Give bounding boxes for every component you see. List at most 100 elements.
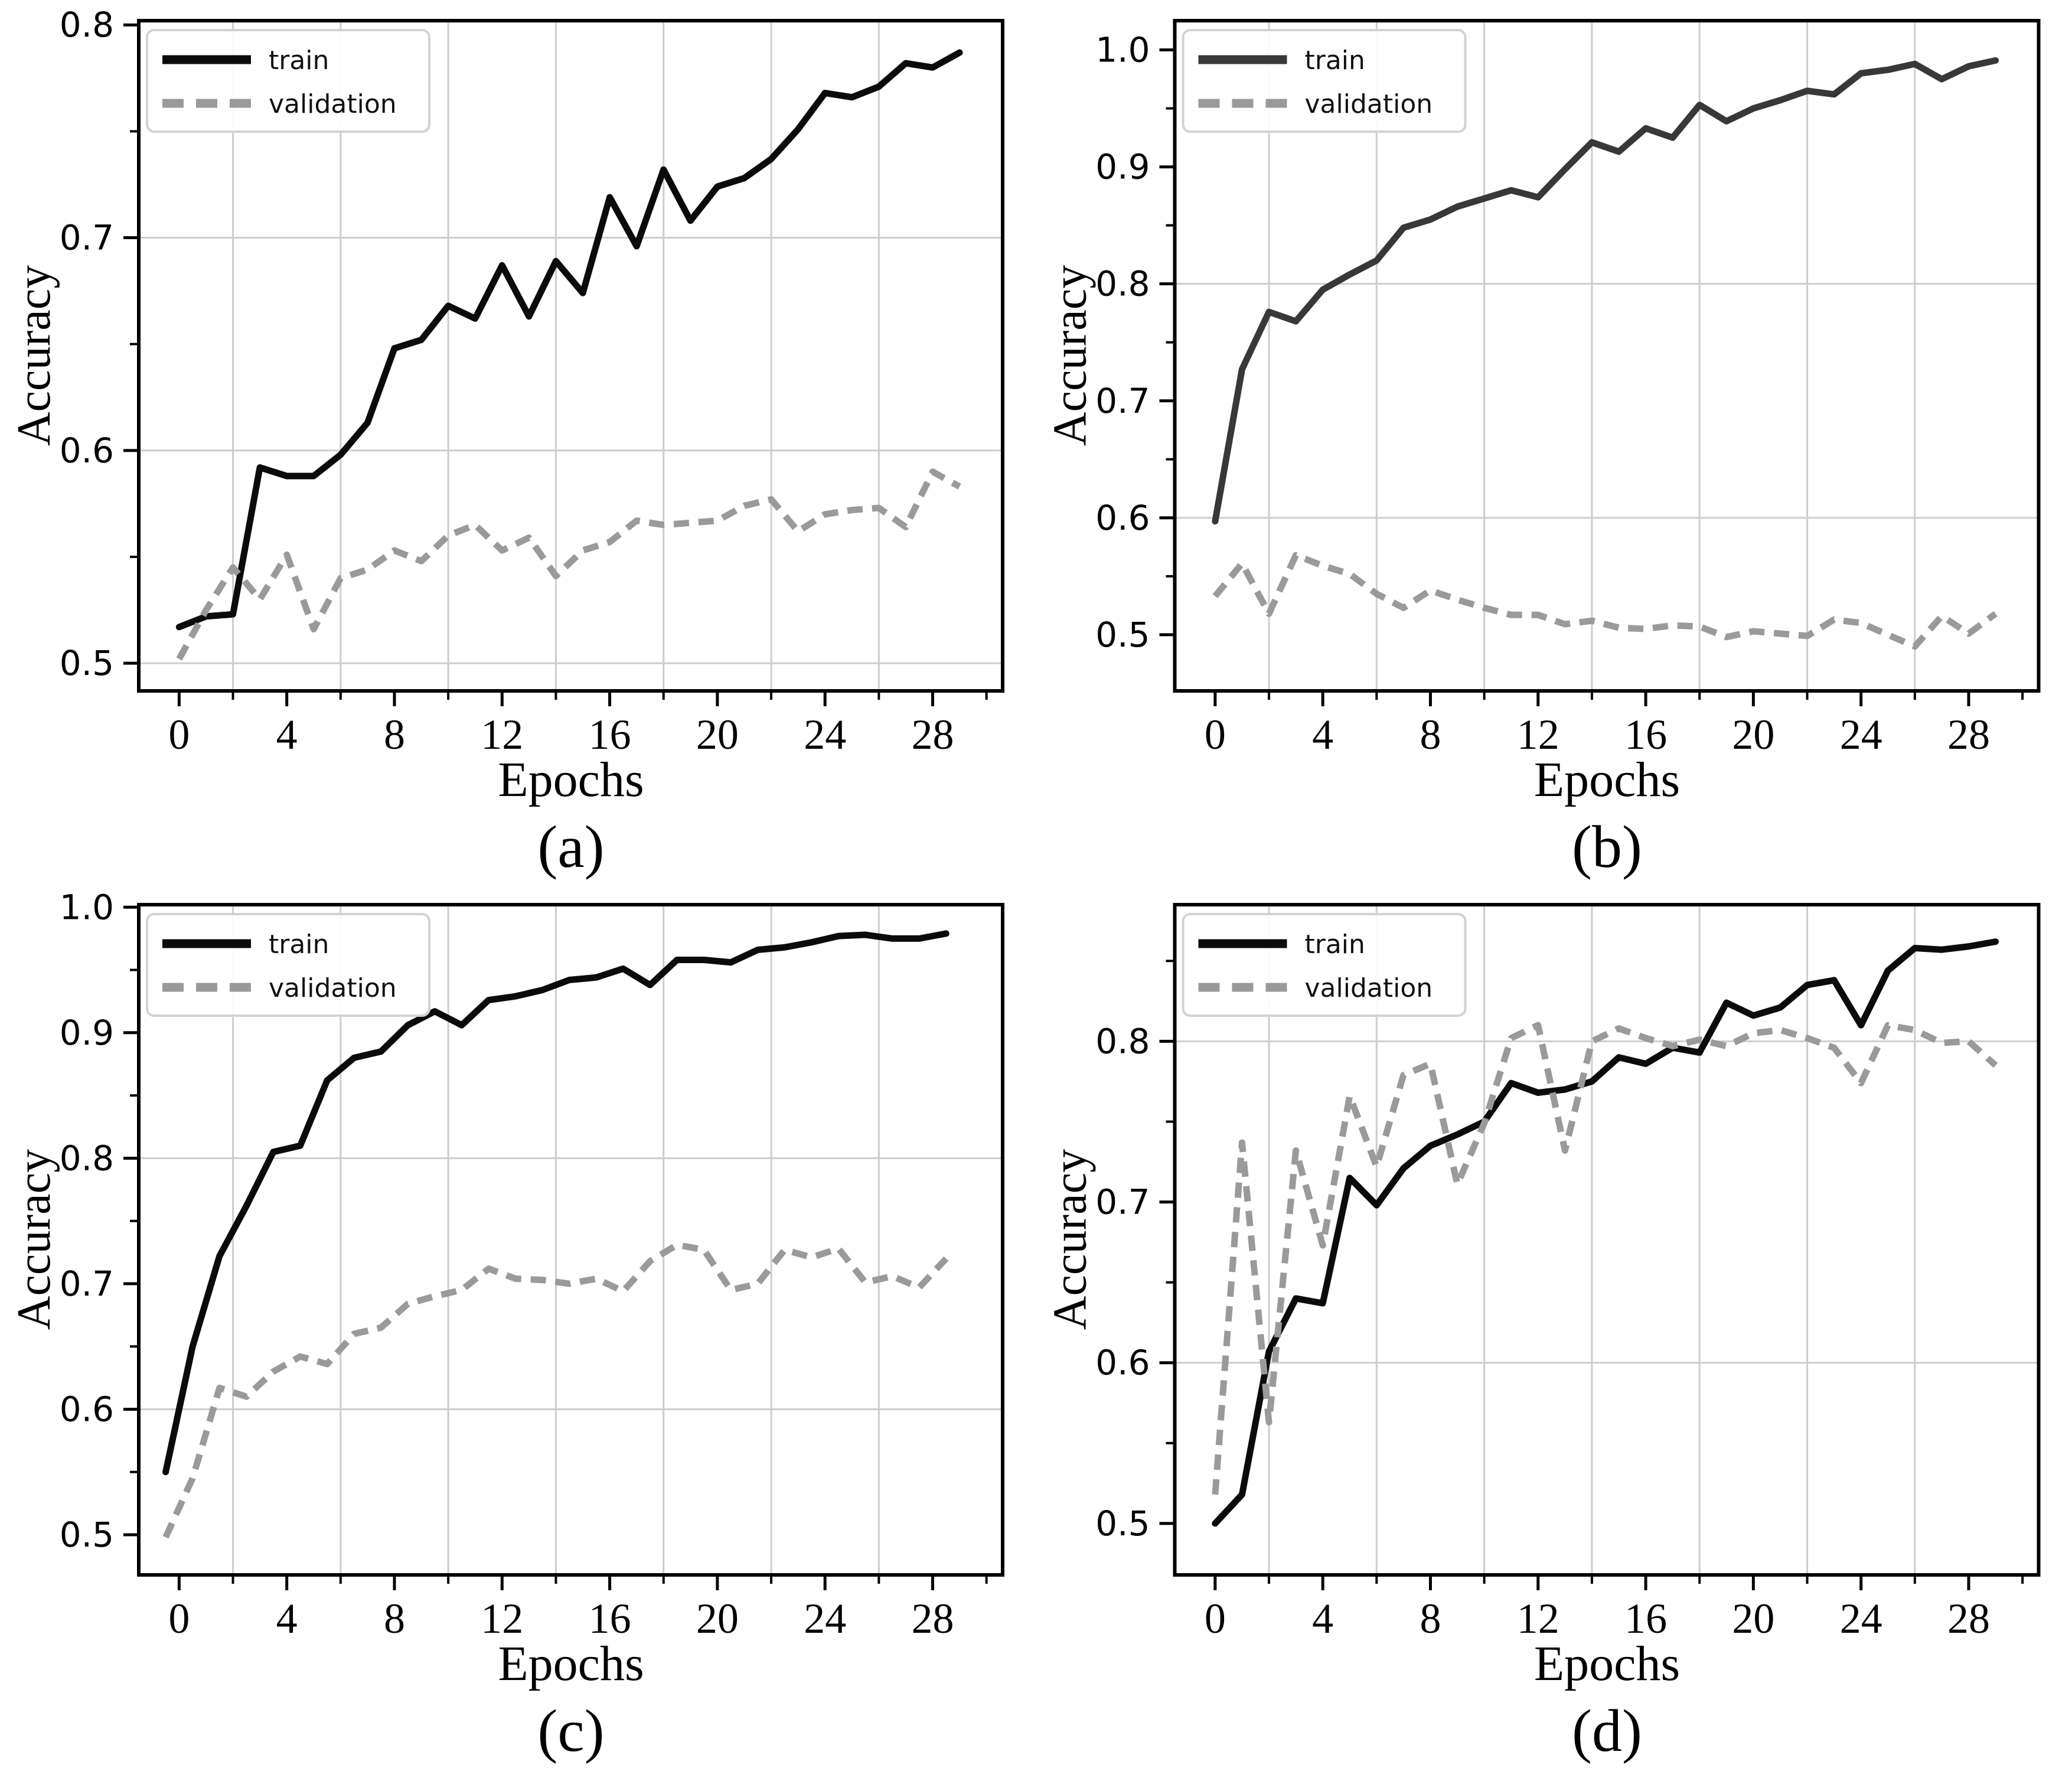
- x-tick-label: 8: [384, 1595, 405, 1642]
- y-tick-label: 0.5: [1095, 1503, 1150, 1544]
- x-axis: 0 4 8 12 16 20 24 28: [1205, 1575, 2024, 1642]
- legend: train validation: [1182, 29, 1467, 133]
- chart-d-ylabel: Accuracy: [1045, 1149, 1097, 1330]
- x-axis: 0 4 8 12 16 20 24 28: [168, 1575, 988, 1642]
- series-validation: [1212, 552, 1998, 650]
- x-tick-label: 0: [1205, 1595, 1226, 1642]
- y-tick-label: 0.6: [60, 430, 114, 471]
- plot-spines: [137, 19, 1004, 693]
- x-tick-label: 8: [1420, 711, 1441, 758]
- legend-label-validation: validation: [1305, 973, 1433, 1003]
- legend: train validation: [1182, 913, 1467, 1017]
- y-tick-label: 0.5: [60, 1515, 114, 1555]
- series-train: [175, 49, 963, 631]
- series-validation: [162, 1241, 949, 1539]
- chart-a: 0 4 8 12 16 20 24 28 0.5 0.6 0.7 0.8 train validation…: [8, 5, 1004, 880]
- x-tick-label: 12: [481, 1595, 523, 1642]
- legend-label-train: train: [269, 929, 329, 960]
- chart-b: 0 4 8 12 16 20 24 28 0.5 0.6 0.7 0.8 0.9 1.0 train vali…: [1045, 19, 2041, 880]
- x-tick-label: 8: [384, 711, 405, 758]
- x-tick-label: 20: [1732, 1595, 1774, 1642]
- chart-c: 0 4 8 12 16 20 24 28 0.5 0.6 0.7 0.8 0.9 1.0 train vali…: [8, 887, 1004, 1764]
- chart-d-caption: (d): [1572, 1698, 1642, 1764]
- y-axis: 0.5 0.6 0.7 0.8 0.9 1.0: [1095, 30, 1175, 655]
- x-tick-label: 8: [1420, 1595, 1441, 1642]
- x-tick-label: 28: [1947, 711, 1990, 758]
- subplot-b: 0 4 8 12 16 20 24 28 0.5 0.6 0.7 0.8 0.9 1.0 train vali…: [1036, 0, 2072, 884]
- y-axis: 0.5 0.6 0.7 0.8: [60, 5, 139, 683]
- chart-c-xlabel: Epochs: [498, 1636, 644, 1691]
- y-tick-label: 0.9: [1095, 147, 1150, 187]
- x-tick-label: 28: [1947, 1595, 1990, 1642]
- y-tick-label: 0.7: [60, 1264, 114, 1304]
- legend-label-train: train: [269, 45, 329, 76]
- x-tick-label: 4: [276, 1595, 298, 1642]
- chart-b-plot-layer: 0 4 8 12 16 20 24 28 0.5 0.6 0.7 0.8 0.9 1.0 train vali…: [1095, 19, 2041, 758]
- x-tick-label: 28: [912, 1595, 954, 1642]
- x-tick-label: 12: [1517, 711, 1559, 758]
- chart-d-xlabel: Epochs: [1534, 1636, 1680, 1691]
- legend-label-train: train: [1305, 45, 1365, 76]
- y-tick-label: 0.7: [60, 218, 114, 258]
- x-tick-label: 20: [1732, 711, 1774, 758]
- y-tick-label: 0.5: [1095, 615, 1150, 655]
- chart-a-plot-layer: 0 4 8 12 16 20 24 28 0.5 0.6 0.7 0.8 train validation: [60, 5, 1004, 758]
- legend-label-train: train: [1305, 929, 1365, 960]
- legend-label-validation: validation: [269, 89, 397, 119]
- plot-spines: [1173, 903, 2041, 1577]
- series-train: [1212, 938, 1999, 1527]
- x-tick-label: 0: [1205, 711, 1226, 758]
- y-tick-label: 0.6: [1095, 1343, 1150, 1383]
- x-tick-label: 4: [1312, 711, 1333, 758]
- y-axis: 0.5 0.6 0.7 0.8 0.9 1.0: [60, 887, 139, 1555]
- y-tick-label: 0.8: [1095, 264, 1150, 304]
- y-tick-label: 0.7: [1095, 381, 1150, 421]
- x-tick-label: 0: [168, 711, 190, 758]
- subplot-c: 0 4 8 12 16 20 24 28 0.5 0.6 0.7 0.8 0.9 1.0 train vali…: [0, 884, 1036, 1768]
- legend: train validation: [146, 29, 430, 133]
- gridlines: [1174, 21, 2039, 691]
- chart-b-xlabel: Epochs: [1534, 752, 1680, 807]
- y-tick-label: 0.6: [60, 1389, 114, 1429]
- series-train: [1212, 57, 1999, 525]
- chart-c-caption: (c): [537, 1698, 604, 1764]
- x-tick-label: 20: [696, 1595, 739, 1642]
- subplot-a: 0 4 8 12 16 20 24 28 0.5 0.6 0.7 0.8 train validation…: [0, 0, 1036, 884]
- x-tick-label: 24: [1840, 1595, 1882, 1642]
- plot-spines: [1173, 19, 2041, 693]
- chart-c-ylabel: Accuracy: [8, 1149, 60, 1330]
- x-tick-label: 0: [168, 1595, 190, 1642]
- x-tick-label: 20: [696, 711, 739, 758]
- x-tick-label: 28: [912, 711, 954, 758]
- series-train: [162, 930, 949, 1476]
- x-tick-label: 4: [276, 711, 298, 758]
- x-tick-label: 16: [589, 711, 631, 758]
- x-tick-label: 12: [1517, 1595, 1559, 1642]
- chart-d-plot-layer: 0 4 8 12 16 20 24 28 0.5 0.6 0.7 0.8 train validation: [1095, 903, 2041, 1642]
- chart-b-caption: (b): [1572, 814, 1642, 880]
- subplot-d: 0 4 8 12 16 20 24 28 0.5 0.6 0.7 0.8 train validation…: [1036, 884, 2072, 1768]
- series-validation: [176, 468, 961, 661]
- legend-label-validation: validation: [1305, 89, 1433, 119]
- x-tick-label: 4: [1312, 1595, 1333, 1642]
- y-axis: 0.5 0.6 0.7 0.8: [1095, 960, 1175, 1544]
- chart-d: 0 4 8 12 16 20 24 28 0.5 0.6 0.7 0.8 train validation…: [1045, 903, 2041, 1764]
- legend-label-validation: validation: [269, 973, 397, 1003]
- y-tick-label: 0.9: [60, 1013, 114, 1053]
- y-tick-label: 0.7: [1095, 1182, 1150, 1222]
- x-axis: 0 4 8 12 16 20 24 28: [1205, 691, 2024, 758]
- x-tick-label: 24: [804, 1595, 846, 1642]
- x-tick-label: 16: [1624, 1595, 1667, 1642]
- series-validation: [1212, 1022, 1998, 1495]
- chart-a-xlabel: Epochs: [498, 752, 644, 807]
- chart-a-ylabel: Accuracy: [8, 265, 60, 446]
- y-tick-label: 0.5: [60, 643, 114, 683]
- x-tick-label: 24: [804, 711, 846, 758]
- y-tick-label: 1.0: [1095, 30, 1150, 70]
- legend: train validation: [146, 913, 430, 1017]
- y-tick-label: 0.8: [60, 5, 114, 45]
- chart-c-plot-layer: 0 4 8 12 16 20 24 28 0.5 0.6 0.7 0.8 0.9 1.0 train vali…: [60, 887, 1004, 1642]
- plot-spines: [137, 903, 1004, 1577]
- y-tick-label: 1.0: [60, 887, 114, 927]
- x-axis: 0 4 8 12 16 20 24 28: [168, 691, 988, 758]
